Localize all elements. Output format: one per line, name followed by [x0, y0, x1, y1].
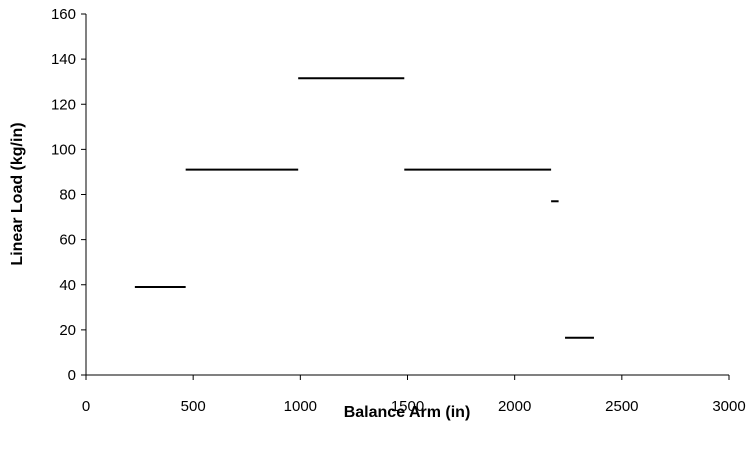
y-tick-label: 160	[51, 6, 76, 23]
x-tick-label: 0	[82, 398, 90, 415]
y-axis-title: Linear Load (kg/in)	[9, 122, 26, 265]
x-tick-label: 1500	[391, 398, 424, 415]
x-axis-ticks: 0 500 1000 1500 2000 2500 3000	[82, 375, 746, 415]
y-tick-label: 40	[59, 277, 76, 294]
y-tick-label: 60	[59, 232, 76, 249]
data-series	[134, 77, 594, 339]
x-tick-label: 2500	[605, 398, 638, 415]
y-tick-label: 0	[68, 367, 76, 384]
y-tick-label: 80	[59, 187, 76, 204]
x-tick-label: 1000	[284, 398, 317, 415]
plot-area: 0 20 40 60 80 100 120 140 160 0 500 1000 1500 2000 25…	[51, 6, 746, 415]
x-tick-label: 3000	[712, 398, 745, 415]
y-tick-label: 20	[59, 322, 76, 339]
y-axis-ticks: 0 20 40 60 80 100 120 140 160	[51, 6, 86, 384]
y-tick-label: 140	[51, 51, 76, 68]
y-tick-label: 120	[51, 96, 76, 113]
x-axis-title: Balance Arm (in)	[344, 404, 471, 421]
y-tick-label: 100	[51, 141, 76, 158]
x-tick-label: 2000	[498, 398, 531, 415]
x-tick-label: 500	[181, 398, 206, 415]
